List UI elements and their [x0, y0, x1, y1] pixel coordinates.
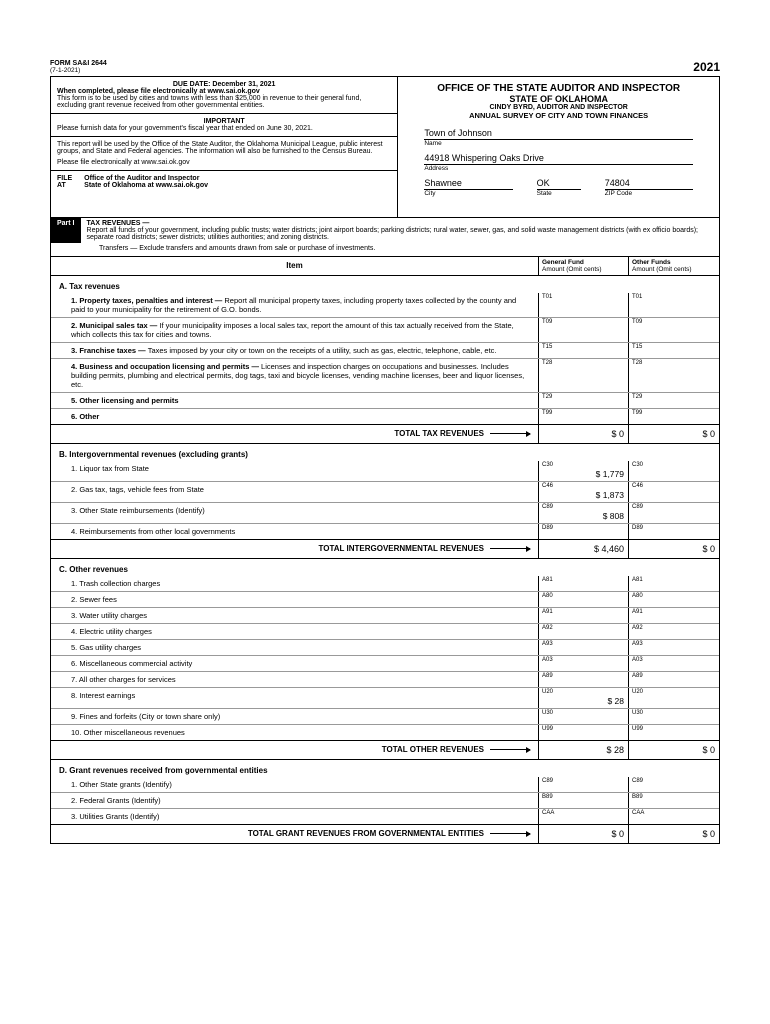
item-c8: 8. Interest earningsU20$ 28U20	[51, 687, 719, 708]
section-d-title: D. Grant revenues received from governme…	[51, 760, 719, 777]
top-section: DUE DATE: December 31, 2021 When complet…	[51, 77, 719, 217]
section-b-title: B. Intergovernmental revenues (excluding…	[51, 444, 719, 461]
item-b2: 2. Gas tax, tags, vehicle fees from Stat…	[51, 481, 719, 502]
table-header: Item General Fund Amount (Omit cents) Ot…	[51, 257, 719, 276]
item-d3: 3. Utilities Grants (Identify)CAACAA	[51, 808, 719, 824]
report-block: This report will be used by the Office o…	[51, 137, 397, 171]
total-c: TOTAL OTHER REVENUES $ 28 $ 0	[51, 740, 719, 760]
item-b3: 3. Other State reimbursements (Identify)…	[51, 502, 719, 523]
due-line2: This form is to be used by cities and to…	[57, 95, 391, 109]
zip-value: 74804	[605, 178, 693, 190]
col-general-fund: General Fund Amount (Omit cents)	[539, 257, 629, 275]
total-a: TOTAL TAX REVENUES $ 0 $ 0	[51, 424, 719, 444]
name-label: Name	[424, 140, 693, 147]
form-year: 2021	[693, 60, 720, 74]
item-c6: 6. Miscellaneous commercial activityA03A…	[51, 655, 719, 671]
total-c-gf: $ 28	[539, 741, 629, 759]
name-value: Town of Johnson	[424, 128, 693, 140]
file-at-label: FILE AT	[57, 175, 72, 189]
fileat-line2: State of Oklahoma at www.sai.ok.gov	[84, 182, 208, 189]
item-a4: 4. Business and occupation licensing and…	[51, 358, 719, 392]
part1-row: Part I TAX REVENUES — Report all funds o…	[51, 217, 719, 243]
item-c1: 1. Trash collection chargesA81A81	[51, 576, 719, 591]
total-a-of: $ 0	[629, 425, 719, 443]
total-d-gf: $ 0	[539, 825, 629, 843]
item-c2: 2. Sewer feesA80A80	[51, 591, 719, 607]
total-a-gf: $ 0	[539, 425, 629, 443]
fileat-line1: Office of the Auditor and Inspector	[84, 175, 208, 182]
item-c10: 10. Other miscellaneous revenuesU99U99	[51, 724, 719, 740]
due-line1: When completed, please file electronical…	[57, 88, 391, 95]
item-a1: 1. Property taxes, penalties and interes…	[51, 293, 719, 317]
due-date-title: DUE DATE: December 31, 2021	[57, 81, 391, 88]
main-form: DUE DATE: December 31, 2021 When complet…	[50, 76, 720, 844]
due-block: DUE DATE: December 31, 2021 When complet…	[51, 77, 397, 114]
state-label: State	[537, 190, 581, 197]
form-revdate: (7-1-2021)	[50, 67, 107, 74]
item-c4: 4. Electric utility chargesA92A92	[51, 623, 719, 639]
form-header: FORM SA&I 2644 (7-1-2021) 2021	[50, 60, 720, 74]
auditor-title: CINDY BYRD, AUDITOR AND INSPECTOR	[404, 104, 713, 111]
item-b1: 1. Liquor tax from State C30$ 1,779 C30	[51, 461, 719, 481]
item-b4: 4. Reimbursements from other local gover…	[51, 523, 719, 539]
part1-transfers: Transfers — Exclude transfers and amount…	[51, 243, 719, 257]
arrow-icon	[490, 749, 530, 750]
important-text: Please furnish data for your government'…	[57, 125, 391, 132]
total-d-of: $ 0	[629, 825, 719, 843]
important-title: IMPORTANT	[57, 118, 391, 125]
item-c5: 5. Gas utility chargesA93A93	[51, 639, 719, 655]
survey-title: ANNUAL SURVEY OF CITY AND TOWN FINANCES	[404, 111, 713, 120]
arrow-icon	[490, 833, 530, 834]
top-right: OFFICE OF THE STATE AUDITOR AND INSPECTO…	[398, 77, 719, 217]
report-text2: Please file electronically at www.sai.ok…	[57, 159, 391, 166]
item-a5: 5. Other licensing and permits T29 T29	[51, 392, 719, 408]
state-title: STATE OF OKLAHOMA	[404, 94, 713, 104]
state-value: OK	[537, 178, 581, 190]
top-left: DUE DATE: December 31, 2021 When complet…	[51, 77, 398, 217]
item-a6: 6. Other T99 T99	[51, 408, 719, 424]
item-c7: 7. All other charges for servicesA89A89	[51, 671, 719, 687]
col-other-funds: Other Funds Amount (Omit cents)	[629, 257, 719, 275]
item-c3: 3. Water utility chargesA91A91	[51, 607, 719, 623]
total-b: TOTAL INTERGOVERNMENTAL REVENUES $ 4,460…	[51, 539, 719, 559]
address-label: Address	[424, 165, 693, 172]
zip-label: ZIP Code	[605, 190, 693, 197]
item-a3: 3. Franchise taxes — Taxes imposed by yo…	[51, 342, 719, 358]
part1-label: Part I	[51, 218, 81, 243]
part1-text: TAX REVENUES — Report all funds of your …	[81, 218, 719, 243]
section-c-title: C. Other revenues	[51, 559, 719, 576]
section-a-title: A. Tax revenues	[51, 276, 719, 293]
city-value: Shawnee	[424, 178, 512, 190]
item-d2: 2. Federal Grants (Identify)B89B89	[51, 792, 719, 808]
city-label: City	[424, 190, 512, 197]
report-text: This report will be used by the Office o…	[57, 141, 391, 155]
form-number: FORM SA&I 2644	[50, 60, 107, 67]
file-at-block: FILE AT Office of the Auditor and Inspec…	[51, 171, 397, 193]
office-title: OFFICE OF THE STATE AUDITOR AND INSPECTO…	[404, 83, 713, 94]
address-value: 44918 Whispering Oaks Drive	[424, 153, 693, 165]
arrow-icon	[490, 548, 530, 549]
important-block: IMPORTANT Please furnish data for your g…	[51, 114, 397, 137]
item-d1: 1. Other State grants (Identify)C89C89	[51, 777, 719, 792]
total-b-gf: $ 4,460	[539, 540, 629, 558]
col-item: Item	[51, 257, 539, 275]
total-b-of: $ 0	[629, 540, 719, 558]
total-d: TOTAL GRANT REVENUES FROM GOVERNMENTAL E…	[51, 824, 719, 843]
item-a2: 2. Municipal sales tax — If your municip…	[51, 317, 719, 342]
address-block: Town of Johnson Name 44918 Whispering Oa…	[404, 120, 713, 211]
total-c-of: $ 0	[629, 741, 719, 759]
item-c9: 9. Fines and forfeits (City or town shar…	[51, 708, 719, 724]
arrow-icon	[490, 433, 530, 434]
